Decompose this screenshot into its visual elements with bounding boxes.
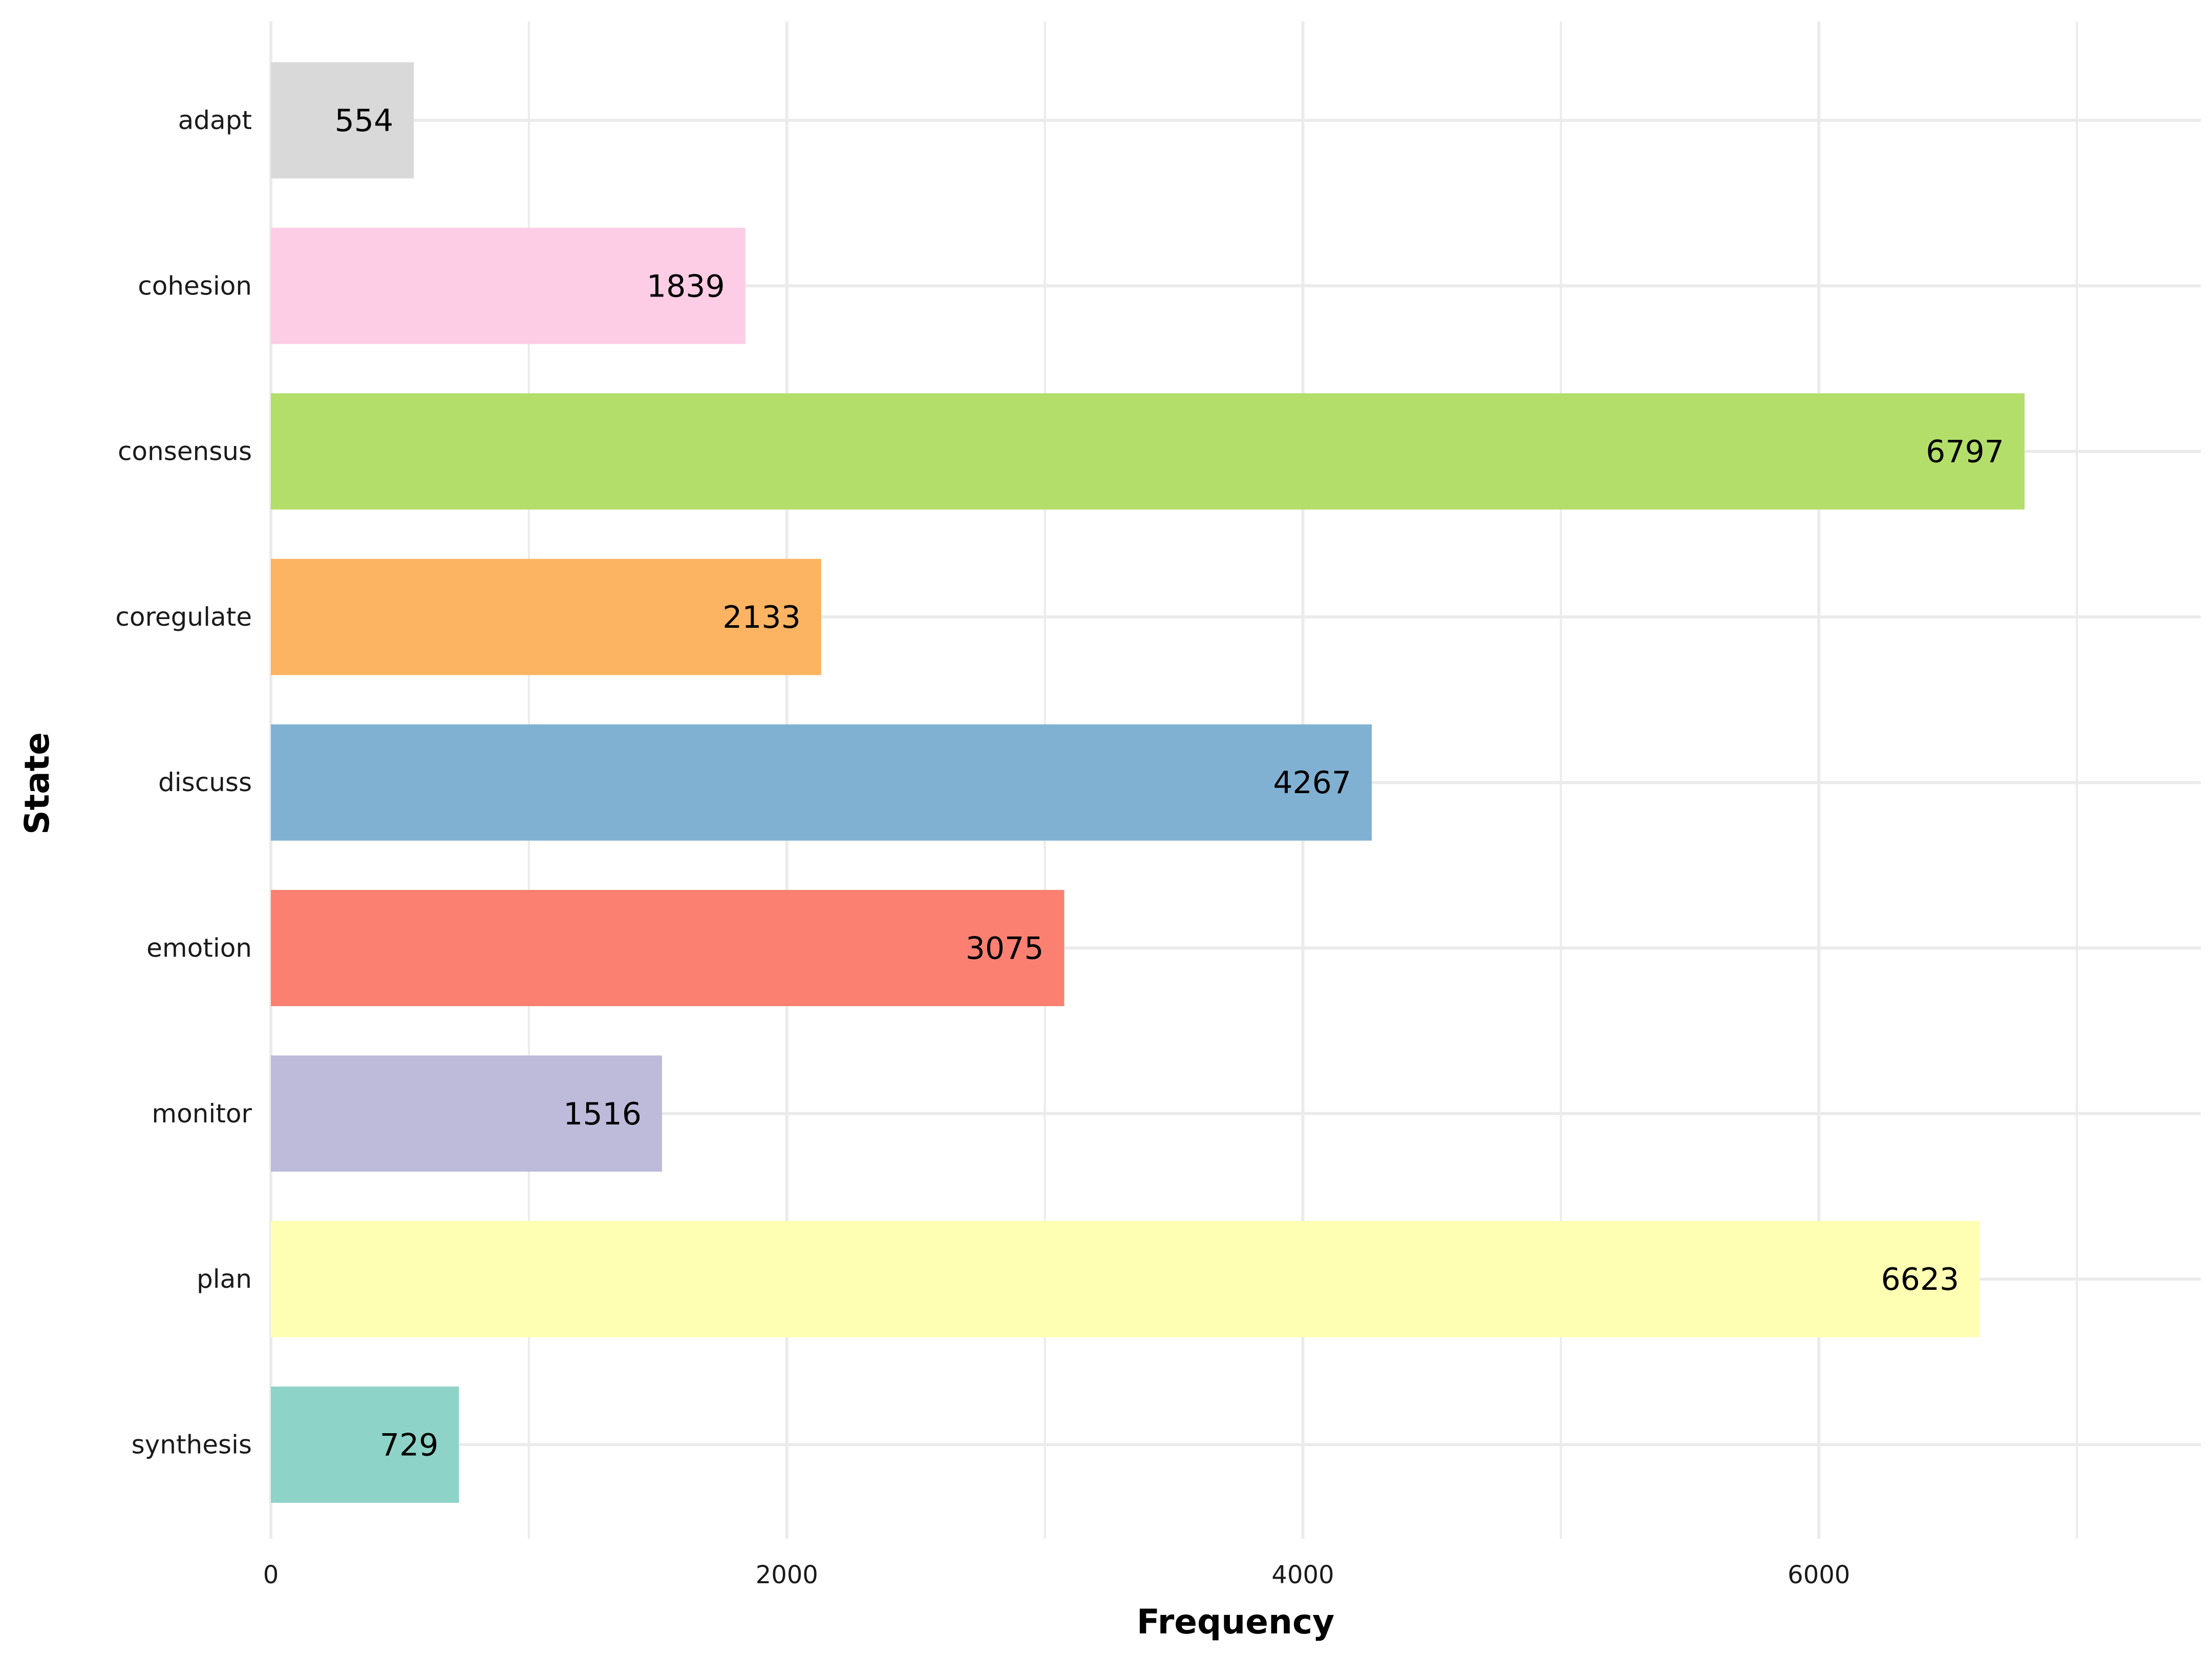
x-tick-label: 2000: [756, 1561, 818, 1589]
y-tick-label: plan: [197, 1264, 252, 1294]
data-label: 4267: [1273, 765, 1351, 801]
data-label: 3075: [966, 931, 1044, 967]
bar-adapt: [271, 62, 414, 179]
bar-coregulate: [271, 559, 821, 675]
x-tick-label: 6000: [1788, 1561, 1850, 1589]
bars: 554 1839 6797 2133 4267 3075 1516 6623 729: [271, 62, 2025, 1503]
data-label: 729: [380, 1427, 439, 1463]
bar-discuss: [271, 724, 1372, 841]
y-tick-label: coregulate: [115, 602, 252, 632]
y-tick-labels: adapt cohesion consensus coregulate discuss e…: [115, 105, 252, 1459]
y-tick-label: discuss: [158, 768, 252, 797]
y-tick-label: synthesis: [132, 1430, 252, 1459]
bar-emotion: [271, 890, 1065, 1006]
x-tick-label: 0: [263, 1561, 279, 1589]
data-label: 6623: [1881, 1262, 1959, 1298]
y-axis-title: State: [17, 732, 57, 835]
y-tick-label: emotion: [146, 933, 252, 963]
y-tick-label: monitor: [152, 1099, 252, 1129]
data-label: 2133: [722, 600, 801, 635]
x-tick-labels: 0 2000 4000 6000: [263, 1561, 1851, 1589]
x-tick-label: 4000: [1271, 1561, 1334, 1589]
bar-monitor: [271, 1055, 662, 1172]
data-label: 6797: [1926, 434, 2004, 470]
bar-synthesis: [271, 1386, 459, 1503]
y-tick-label: cohesion: [138, 271, 252, 301]
bar-consensus: [271, 393, 2025, 510]
data-label: 554: [335, 103, 394, 139]
data-label: 1839: [647, 268, 725, 304]
bar-plan: [271, 1221, 1980, 1337]
bar-cohesion: [271, 227, 746, 344]
y-tick-label: adapt: [178, 105, 252, 135]
y-tick-label: consensus: [118, 437, 252, 466]
data-label: 1516: [563, 1096, 642, 1132]
x-axis-title: Frequency: [1137, 1602, 1334, 1642]
